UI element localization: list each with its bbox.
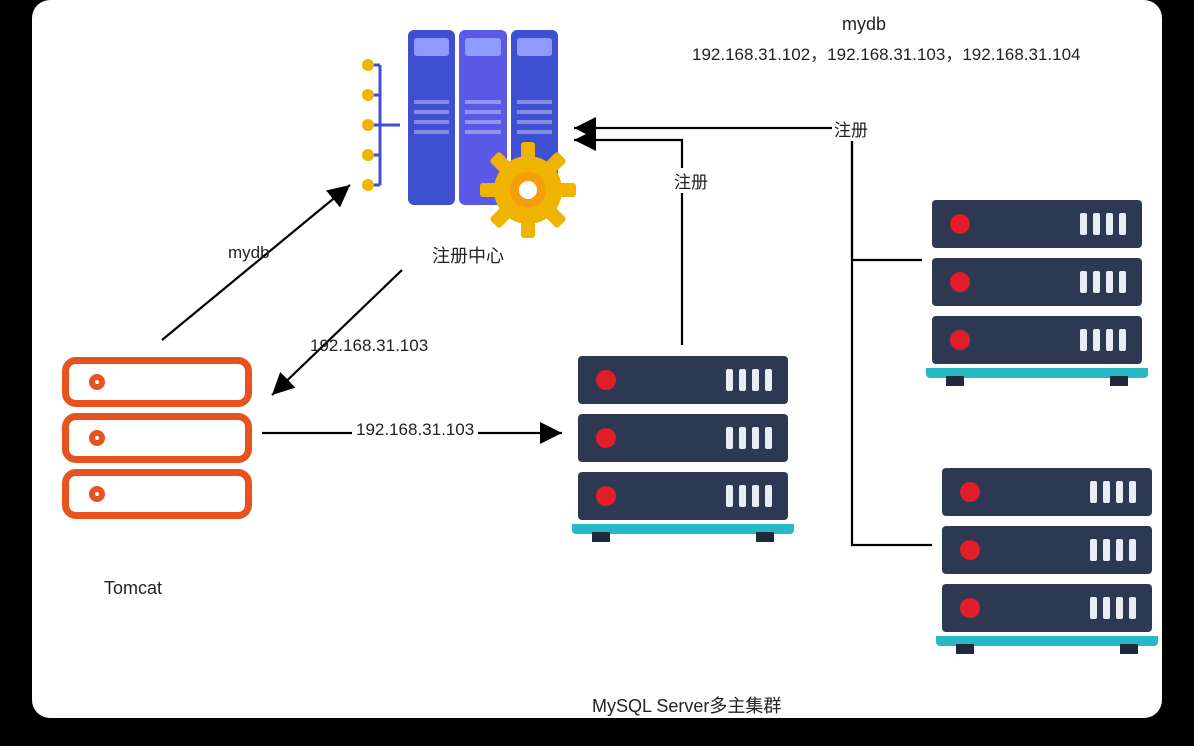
diagram-canvas: mydb 192.168.31.102，192.168.31.103，192.1… [32,0,1162,718]
registry-center-icon [362,30,562,230]
mysql-server-mid [578,356,788,530]
ip-upper-label: 192.168.31.103 [310,336,428,356]
registry-tree-icon [362,50,408,200]
mydb-arrow-label: mydb [228,243,270,263]
register-mid-label: 注册 [672,168,710,193]
header-db-label: mydb [842,14,886,35]
mysql-cluster-label: MySQL Server多主集群 [592,692,781,718]
gear-icon [478,140,578,240]
edge-mysql-mid-to-registry [574,140,682,345]
ip-lower-label: 192.168.31.103 [352,420,478,440]
tomcat-icon [62,357,252,521]
edge-mysql-right-to-registry [574,128,922,260]
tomcat-label: Tomcat [104,578,162,599]
header-ips-label: 192.168.31.102，192.168.31.103，192.168.31… [692,40,1081,65]
edge-registry-to-tomcat [272,270,402,395]
mysql-server-right [932,200,1142,374]
mysql-server-low [942,468,1152,642]
registry-center-label: 注册中心 [432,242,504,268]
edge-mysql-low-to-registry [852,128,932,545]
register-right-label: 注册 [832,116,870,141]
